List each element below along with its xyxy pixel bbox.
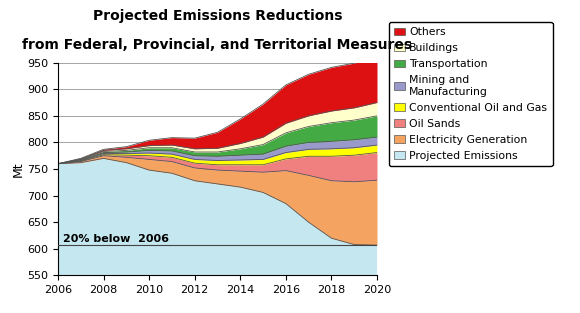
Text: 20% below  2006: 20% below 2006 [63,234,169,244]
Text: from Federal, Provincial, and Territorial Measures: from Federal, Provincial, and Territoria… [23,38,412,52]
Y-axis label: Mt: Mt [12,161,24,177]
Legend: Others, Buildings, Transportation, Mining and
Manufacturing, Conventional Oil an: Others, Buildings, Transportation, Minin… [389,22,553,166]
Text: Projected Emissions Reductions: Projected Emissions Reductions [93,9,342,23]
